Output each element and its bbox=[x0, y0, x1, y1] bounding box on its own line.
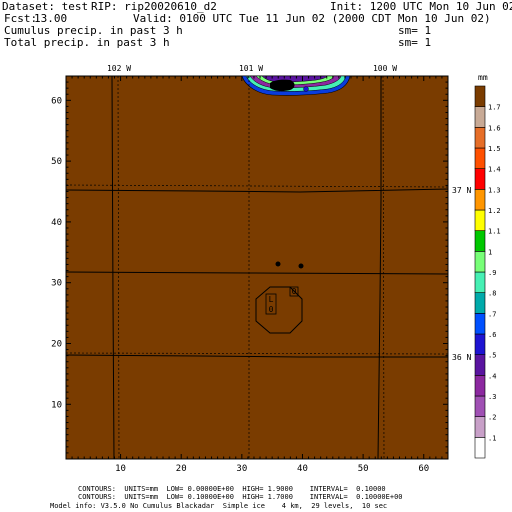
x-tick-label: 40 bbox=[297, 464, 308, 474]
low-box bbox=[265, 293, 277, 315]
precip-core bbox=[270, 79, 295, 92]
colorbar-label: .4 bbox=[488, 372, 496, 380]
field1-title: Cumulus precip. in past 3 h bbox=[4, 24, 183, 37]
colorbar-label: .2 bbox=[488, 414, 496, 422]
colorbar-label: .7 bbox=[488, 310, 496, 318]
colorbar-swatch bbox=[474, 271, 486, 293]
colorbar-unit: mm bbox=[478, 73, 488, 82]
valid-time: Valid: 0100 UTC Tue 11 Jun 02 (2000 CDT … bbox=[133, 12, 491, 25]
colorbar-label: .9 bbox=[488, 269, 496, 277]
y-tick-label: 60 bbox=[51, 96, 62, 106]
colorbar-label: 1.6 bbox=[488, 124, 501, 132]
x-axis-labels: 10 20 30 40 50 60 bbox=[115, 464, 429, 474]
colorbar-swatch bbox=[474, 375, 486, 397]
colorbar-swatch bbox=[474, 209, 486, 231]
y-axis-labels: 10 20 30 40 50 60 bbox=[51, 96, 62, 410]
x-tick-label: 20 bbox=[176, 464, 187, 474]
colorbar-swatch bbox=[474, 292, 486, 314]
fcst-label: Fcst: bbox=[4, 12, 38, 25]
low-value: 0 bbox=[269, 305, 274, 314]
colorbar-swatch bbox=[474, 437, 486, 459]
colorbar-label: 1.5 bbox=[488, 145, 501, 153]
station-dot bbox=[298, 263, 304, 269]
colorbar-swatch bbox=[474, 85, 486, 107]
map-domain bbox=[65, 75, 449, 460]
colorbar: .1 .2 .3 .4 .5 .6 .7 .8 .9 1 1.1 1.2 1.3 1.4 1.5 1.6 1.7 bbox=[474, 85, 501, 459]
contour-label-box bbox=[289, 286, 299, 297]
field2-title: Total precip. in past 3 h bbox=[4, 36, 170, 49]
dataset-label: Dataset: test bbox=[2, 0, 89, 13]
contour-label: 0 bbox=[292, 287, 297, 296]
colorbar-label: 1.4 bbox=[488, 166, 501, 174]
y-tick-label: 20 bbox=[51, 339, 62, 349]
low-contour bbox=[255, 286, 303, 334]
colorbar-label: 1.3 bbox=[488, 186, 501, 194]
colorbar-swatch bbox=[474, 395, 486, 417]
colorbar-label: 1.2 bbox=[488, 207, 501, 215]
init-time: Init: 1200 UTC Mon 10 Jun 02 bbox=[330, 0, 512, 13]
colorbar-swatch bbox=[474, 354, 486, 376]
colorbar-label: .8 bbox=[488, 290, 496, 298]
footer-model-info: Model info: V3.5.0 No Cumulus Blackadar … bbox=[50, 502, 388, 510]
low-label: L bbox=[269, 295, 274, 304]
lat-label: 37 N bbox=[452, 186, 471, 195]
lon-label: 102 W bbox=[107, 64, 131, 73]
colorbar-swatch bbox=[474, 147, 486, 169]
colorbar-swatch bbox=[474, 189, 486, 211]
colorbar-label: .5 bbox=[488, 352, 496, 360]
colorbar-swatch bbox=[474, 251, 486, 273]
station-dot bbox=[275, 261, 281, 267]
field2-smoothing: sm= 1 bbox=[398, 36, 432, 49]
colorbar-label: .3 bbox=[488, 393, 496, 401]
colorbar-label: .6 bbox=[488, 331, 496, 339]
fcst-value: 13.00 bbox=[34, 12, 68, 25]
colorbar-swatch bbox=[474, 127, 486, 149]
colorbar-swatch bbox=[474, 106, 486, 128]
field1-smoothing: sm= 1 bbox=[398, 24, 432, 37]
axis-ticks bbox=[65, 75, 449, 460]
x-tick-label: 30 bbox=[236, 464, 247, 474]
county-boundaries bbox=[65, 75, 449, 460]
colorbar-label: 1.7 bbox=[488, 104, 501, 112]
colorbar-swatch bbox=[474, 416, 486, 438]
footer-contours-line-2: CONTOURS: UNITS=mm LOW= 0.10000E+00 HIGH… bbox=[78, 493, 403, 501]
x-tick-label: 50 bbox=[358, 464, 369, 474]
y-tick-label: 50 bbox=[51, 157, 62, 167]
colorbar-swatch bbox=[474, 333, 486, 355]
lon-label: 101 W bbox=[239, 64, 263, 73]
y-tick-label: 10 bbox=[51, 400, 62, 410]
lon-label: 100 W bbox=[373, 64, 397, 73]
y-tick-label: 30 bbox=[51, 279, 62, 289]
y-tick-label: 40 bbox=[51, 218, 62, 228]
colorbar-swatch bbox=[474, 168, 486, 190]
colorbar-swatch bbox=[474, 230, 486, 252]
colorbar-label: 1.1 bbox=[488, 228, 501, 236]
colorbar-label: 1 bbox=[488, 248, 492, 256]
colorbar-label: .1 bbox=[488, 434, 496, 442]
x-tick-label: 10 bbox=[115, 464, 126, 474]
lat-label: 36 N bbox=[452, 353, 471, 362]
colorbar-swatch bbox=[474, 313, 486, 335]
x-tick-label: 60 bbox=[418, 464, 429, 474]
footer-contours-line-1: CONTOURS: UNITS=mm LOW= 0.00000E+00 HIGH… bbox=[78, 485, 386, 493]
rip-label: RIP: rip20020610_d2 bbox=[91, 0, 217, 13]
